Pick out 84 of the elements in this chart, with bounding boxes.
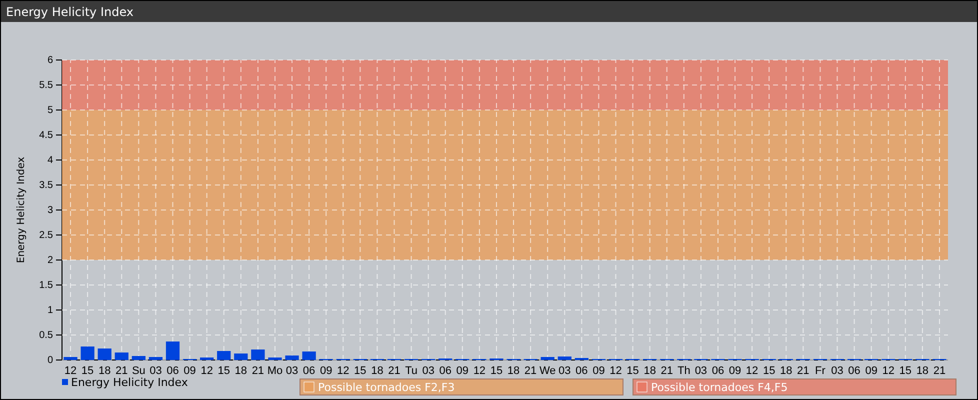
x-tick-label: 18 [916,364,929,377]
x-tick-label: 12 [64,364,77,377]
x-tick-label: 18 [507,364,520,377]
y-tick-label: 3.5 [39,180,54,192]
y-tick-label: 3 [47,205,54,216]
y-axis-title: Energy Helicity Index [16,156,27,264]
bar [540,357,554,360]
x-tick-label: Tu [405,364,418,377]
x-tick-label: 18 [98,364,111,377]
y-tick-label: 0.5 [39,330,54,342]
x-tick-label: 18 [371,364,384,377]
x-tick-label: 09 [592,364,605,377]
legend-label: Possible tornadoes F2,F3 [318,381,455,394]
bar [148,357,163,360]
x-tick-label: 21 [252,364,264,377]
y-tick-label: 5.5 [39,80,54,92]
x-tick-label: 06 [848,364,860,377]
x-tick-label: Fr [815,364,826,377]
x-tick-label: 18 [644,364,656,377]
bar [302,352,316,360]
y-tick-label: 2 [47,255,54,266]
bar [98,348,112,360]
x-tick-label: 18 [780,364,792,377]
x-tick-label: 21 [933,364,946,377]
x-tick-label: 03 [286,364,298,377]
y-tick-label: 1 [47,305,54,316]
bar [251,350,265,360]
x-tick-label: 15 [899,364,912,377]
x-tick-label: 03 [694,364,708,377]
x-tick-label: 03 [150,364,162,377]
y-tick-label: 2.5 [39,230,54,242]
bar [285,356,299,360]
bar [558,356,572,360]
x-tick-label: 12 [882,364,894,377]
x-tick-label: 06 [576,364,588,377]
x-tick-label: 21 [388,364,400,377]
x-tick-label: Mo [267,364,283,377]
x-tick-label: 06 [439,364,452,377]
x-tick-label: 15 [626,364,639,377]
y-tick-label: 4 [47,155,54,166]
y-tick-label: 1.5 [39,280,54,292]
x-tick-label: 21 [116,364,128,377]
x-tick-label: 15 [218,364,230,377]
x-tick-label: 09 [456,364,469,377]
bar [64,357,78,360]
chart-title: Energy Helicity Index [6,5,134,19]
x-tick-label: 12 [746,364,758,377]
x-tick-label: 09 [320,364,332,377]
x-tick-label: 09 [184,364,196,377]
x-tick-label: 09 [865,364,878,377]
x-tick-label: 15 [490,364,503,377]
x-tick-label: 12 [473,364,486,377]
bar [217,351,231,360]
x-tick-label: 15 [762,364,776,377]
x-tick-label: 03 [422,364,434,377]
x-tick-label: Su [132,364,146,377]
x-tick-label: 06 [302,364,316,377]
x-tick-label: 06 [712,364,724,377]
x-tick-label: 21 [660,364,673,377]
x-tick-label: 12 [610,364,622,377]
legend-label: Energy Helicity Index [71,376,188,389]
y-tick-label: 0 [47,355,54,366]
x-tick-label: 03 [558,364,571,377]
x-tick-label: 18 [234,364,248,377]
x-tick-label: 03 [831,364,844,377]
x-tick-label: We [539,364,556,377]
bar [234,354,248,360]
y-tick-label: 5 [47,105,54,116]
x-tick-label: 15 [354,364,366,377]
x-tick-label: 15 [81,364,94,377]
legend-label: Possible tornadoes F4,F5 [651,381,788,394]
bar [114,352,128,360]
x-tick-label: 12 [200,364,213,377]
x-tick-label: 21 [524,364,537,377]
bar [132,356,146,360]
x-tick-label: 09 [728,364,742,377]
x-tick-label: 12 [337,364,350,377]
y-tick-label: 4.5 [39,130,54,142]
bar [80,346,94,360]
x-tick-label: Th [677,364,690,377]
x-tick-label: 21 [797,364,810,377]
y-tick-label: 6 [47,55,54,66]
x-tick-label: 06 [166,364,179,377]
bar [166,342,180,360]
